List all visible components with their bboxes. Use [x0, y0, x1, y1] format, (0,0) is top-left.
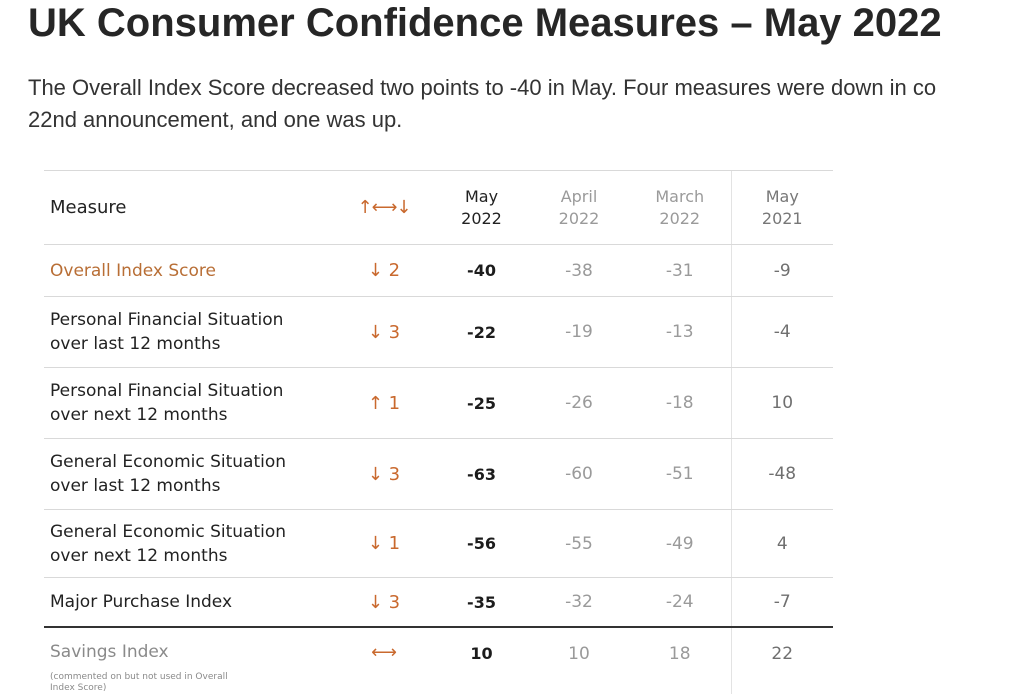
change-down-arrow-icon: ↓ 1	[334, 509, 434, 578]
savings-index-note: (commented on but not used in Overall In…	[50, 672, 228, 693]
header-may-2021-month: May	[765, 186, 799, 206]
measure-cell: Savings Index (commented on but not used…	[44, 627, 334, 694]
value-may-2022: -35	[434, 577, 529, 628]
intro-paragraph: The Overall Index Score decreased two po…	[28, 72, 1024, 136]
measure-label-line-2: over last 12 months	[50, 476, 221, 496]
measure-label: Major Purchase Index	[50, 592, 233, 612]
measure-label-line-1: Personal Financial Situation	[50, 310, 284, 330]
header-april-2022-year: 2022	[558, 208, 600, 228]
header-may-2021: May 2021	[730, 170, 833, 245]
value-march-2022: -49	[629, 509, 731, 578]
page-title: UK Consumer Confidence Measures – May 20…	[28, 1, 942, 45]
measure-label: Overall Index Score	[50, 260, 216, 281]
value-may-2022: -56	[434, 509, 529, 578]
measure-label-line-1: General Economic Situation	[50, 452, 287, 472]
header-march-2022-year: 2022	[659, 208, 701, 228]
measure-cell: Major Purchase Index	[44, 577, 334, 628]
value-april-2022: 10	[568, 644, 590, 664]
change-unchanged-arrow-icon: ⟷	[371, 642, 397, 663]
measure-cell: General Economic Situation over next 12 …	[44, 509, 334, 578]
measure-label-line-2: over next 12 months	[50, 405, 228, 425]
header-change-arrows-icon: ↑⟷↓	[334, 170, 434, 245]
header-may-2022-month: May	[464, 186, 499, 206]
change-down-arrow-icon: ↓ 2	[334, 244, 434, 297]
header-may-2022: May 2022	[434, 170, 529, 245]
header-april-2022: April 2022	[529, 170, 629, 245]
intro-line-2: 22nd announcement, and one was up.	[28, 107, 403, 132]
value-may-2021: -4	[730, 296, 833, 368]
change-up-arrow-icon: ↑ 1	[334, 367, 434, 439]
table-row-general-economic-last: General Economic Situation over last 12 …	[44, 438, 833, 510]
value-march-2022: 18	[668, 644, 691, 664]
change-down-arrow-icon: ↓ 3	[334, 438, 434, 510]
header-may-2021-year: 2021	[761, 208, 803, 228]
value-may-2022: -40	[434, 244, 529, 297]
value-may-2022: -63	[434, 438, 529, 510]
value-may-2021: 22	[730, 627, 833, 694]
measure-cell: Personal Financial Situation over last 1…	[44, 296, 334, 368]
value-may-2021: 4	[730, 509, 833, 578]
measure-label-line-2: over next 12 months	[50, 545, 228, 566]
measure-label-line-1: General Economic Situation	[50, 521, 287, 542]
measure-cell: Personal Financial Situation over next 1…	[44, 367, 334, 439]
consumer-confidence-table-container: Measure ↑⟷↓ May 2022 April 2022 March 20…	[44, 170, 833, 694]
header-may-2022-year: 2022	[461, 208, 502, 228]
measure-label: Savings Index	[50, 642, 169, 662]
value-may-2021: -7	[730, 577, 833, 628]
value-april-2022: -19	[529, 296, 629, 368]
table-row-personal-financial-last: Personal Financial Situation over last 1…	[44, 296, 833, 368]
value-march-2022: -18	[629, 367, 731, 439]
measure-cell: General Economic Situation over last 12 …	[44, 438, 334, 510]
value-may-2022: -22	[434, 296, 529, 368]
value-may-2022: 10	[470, 644, 493, 663]
table-row-savings-index: Savings Index (commented on but not used…	[44, 627, 833, 694]
measure-label-line-1: Personal Financial Situation	[50, 381, 284, 401]
value-may-2021: -48	[730, 438, 833, 510]
table-row-personal-financial-next: Personal Financial Situation over next 1…	[44, 367, 833, 439]
measure-label-line-2: over last 12 months	[50, 334, 221, 354]
intro-line-1: The Overall Index Score decreased two po…	[28, 75, 937, 100]
table-row-overall-index-score: Overall Index Score ↓ 2 -40 -38 -31 -9	[44, 244, 833, 297]
value-april-2022: -32	[529, 577, 629, 628]
value-march-2022: -24	[629, 577, 731, 628]
value-april-2022: -26	[529, 367, 629, 439]
header-measure: Measure	[44, 170, 334, 245]
change-down-arrow-icon: ↓ 3	[334, 577, 434, 628]
table-row-major-purchase-index: Major Purchase Index ↓ 3 -35 -32 -24 -7	[44, 577, 833, 628]
value-april-2022: -38	[529, 244, 629, 297]
value-march-2022: -31	[629, 244, 731, 297]
value-march-2022: -51	[629, 438, 731, 510]
value-march-2022: -13	[629, 296, 731, 368]
value-may-2021: 10	[730, 367, 833, 439]
header-april-2022-month: April	[560, 186, 598, 206]
value-may-2022: -25	[434, 367, 529, 439]
table-row-general-economic-next: General Economic Situation over next 12 …	[44, 509, 833, 578]
measure-cell: Overall Index Score	[44, 244, 334, 297]
consumer-confidence-table: Measure ↑⟷↓ May 2022 April 2022 March 20…	[44, 170, 833, 694]
change-down-arrow-icon: ↓ 3	[334, 296, 434, 368]
value-may-2021: -9	[730, 244, 833, 297]
header-march-2022-month: March	[655, 186, 705, 206]
value-april-2022: -60	[529, 438, 629, 510]
header-march-2022: March 2022	[629, 170, 731, 245]
table-header-row: Measure ↑⟷↓ May 2022 April 2022 March 20…	[44, 170, 833, 245]
value-april-2022: -55	[529, 509, 629, 578]
